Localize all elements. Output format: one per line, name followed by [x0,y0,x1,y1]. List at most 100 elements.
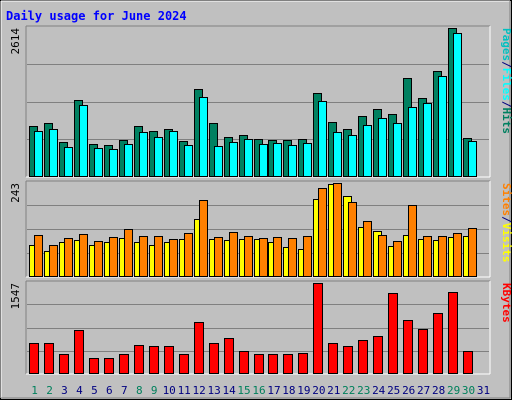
bar-kbytes-day-24 [373,336,383,374]
bar-kbytes-day-22 [343,346,353,374]
bar-files-day-21 [333,132,342,177]
y-max-label: 2614 [9,28,22,55]
x-axis-labels: 1 2 3 4 5 6 7 8 9 10 11 12 13 14 15 16 17 18 19 20 21 22 23 24 2… [31,384,490,397]
bar-files-day-7 [124,144,133,177]
bar-files-day-5 [94,148,103,177]
x-tick-label-day-6: 6 [106,384,113,397]
panel-visits-sites: 243 Sites/Visits [9,180,512,278]
x-tick-label-day-31: 31 [477,384,490,397]
bar-kbytes-day-1 [29,343,39,374]
bar-kbytes-day-7 [119,354,129,374]
bar-sites-day-2 [49,245,58,277]
bar-kbytes-day-25 [388,293,398,374]
bar-kbytes-day-18 [283,354,293,374]
x-tick-label-day-17: 17 [267,384,280,397]
legend-separator: / [500,101,512,108]
bar-sites-day-17 [273,237,282,277]
x-tick-label-day-11: 11 [178,384,191,397]
bar-sites-day-21 [333,183,342,277]
bar-kbytes-day-17 [268,354,278,374]
bar-kbytes-day-5 [89,358,99,374]
bar-sites-day-6 [109,237,118,277]
legend-visits-sites: Sites/Visits [500,183,512,263]
bar-files-day-13 [214,146,223,177]
bar-kbytes-day-11 [179,354,189,374]
bar-kbytes-day-9 [149,346,159,374]
bar-files-day-20 [318,101,327,177]
bar-sites-day-16 [259,238,268,277]
x-tick-label-day-3: 3 [61,384,68,397]
bar-sites-day-29 [453,233,462,277]
x-tick-label-day-9: 9 [151,384,158,397]
bar-sites-day-4 [79,234,88,277]
x-tick-label-day-16: 16 [252,384,265,397]
bar-files-day-15 [244,139,253,177]
bar-files-day-11 [184,145,193,177]
bar-sites-day-20 [318,188,327,277]
bar-sites-day-18 [288,238,297,277]
bar-files-day-27 [423,103,432,177]
x-tick-label-day-27: 27 [417,384,430,397]
bar-files-day-24 [378,118,387,177]
chart-title: Daily usage for June 2024 [6,9,187,23]
bar-kbytes-day-6 [104,358,114,374]
bar-files-day-23 [363,125,372,177]
x-tick-label-day-18: 18 [282,384,295,397]
x-tick-label-day-7: 7 [121,384,128,397]
bar-kbytes-day-26 [403,320,413,374]
x-tick-label-day-25: 25 [387,384,400,397]
bar-files-day-30 [468,141,477,177]
bar-files-day-9 [154,137,163,177]
bar-sites-day-9 [154,236,163,277]
x-tick-label-day-21: 21 [327,384,340,397]
bar-sites-day-23 [363,221,372,277]
x-tick-label-day-29: 29 [447,384,460,397]
x-tick-label-day-15: 15 [237,384,250,397]
bar-files-day-10 [169,131,178,177]
bar-files-day-19 [303,143,312,177]
bar-files-day-4 [79,105,88,177]
bar-sites-day-26 [408,205,417,277]
bar-sites-day-8 [139,236,148,277]
bar-sites-day-3 [64,238,73,277]
legend-item-kbytes: KBytes [500,283,512,323]
x-tick-label-day-24: 24 [372,384,386,397]
x-tick-label-day-19: 19 [297,384,310,397]
x-tick-label-day-4: 4 [76,384,83,397]
bar-files-day-3 [64,147,73,177]
bar-files-day-16 [259,144,268,177]
bar-kbytes-day-14 [224,338,234,374]
x-tick-label-day-30: 30 [462,384,475,397]
x-tick-label-day-26: 26 [402,384,415,397]
bar-sites-day-1 [34,235,43,277]
bar-files-day-1 [34,131,43,177]
x-tick-label-day-14: 14 [222,384,236,397]
x-tick-label-day-28: 28 [432,384,445,397]
bar-files-day-2 [49,129,58,177]
x-tick-label-day-20: 20 [312,384,325,397]
bar-sites-day-15 [244,236,253,277]
legend-item-sites: Sites [500,183,512,216]
bar-files-day-26 [408,107,417,177]
bar-files-day-22 [348,135,357,177]
legend-item-pages: Pages [500,28,512,61]
legend-separator: / [500,216,512,223]
bar-files-day-6 [109,149,118,177]
bar-files-day-14 [229,142,238,177]
x-tick-label-day-13: 13 [207,384,220,397]
bar-kbytes-day-3 [59,354,69,374]
bar-kbytes-day-12 [194,322,204,374]
x-tick-label-day-22: 22 [342,384,355,397]
bar-kbytes-day-10 [164,346,174,374]
bar-files-day-25 [393,123,402,177]
bar-sites-day-28 [438,236,447,277]
bar-sites-day-30 [468,228,477,277]
panel-hits-files-pages: 2614 Pages/Files/Hits [9,25,512,178]
bar-kbytes-day-16 [254,354,264,374]
legend-item-hits: Hits [500,108,512,135]
legend-item-visits: Visits [500,223,512,263]
bar-files-day-29 [453,33,462,177]
